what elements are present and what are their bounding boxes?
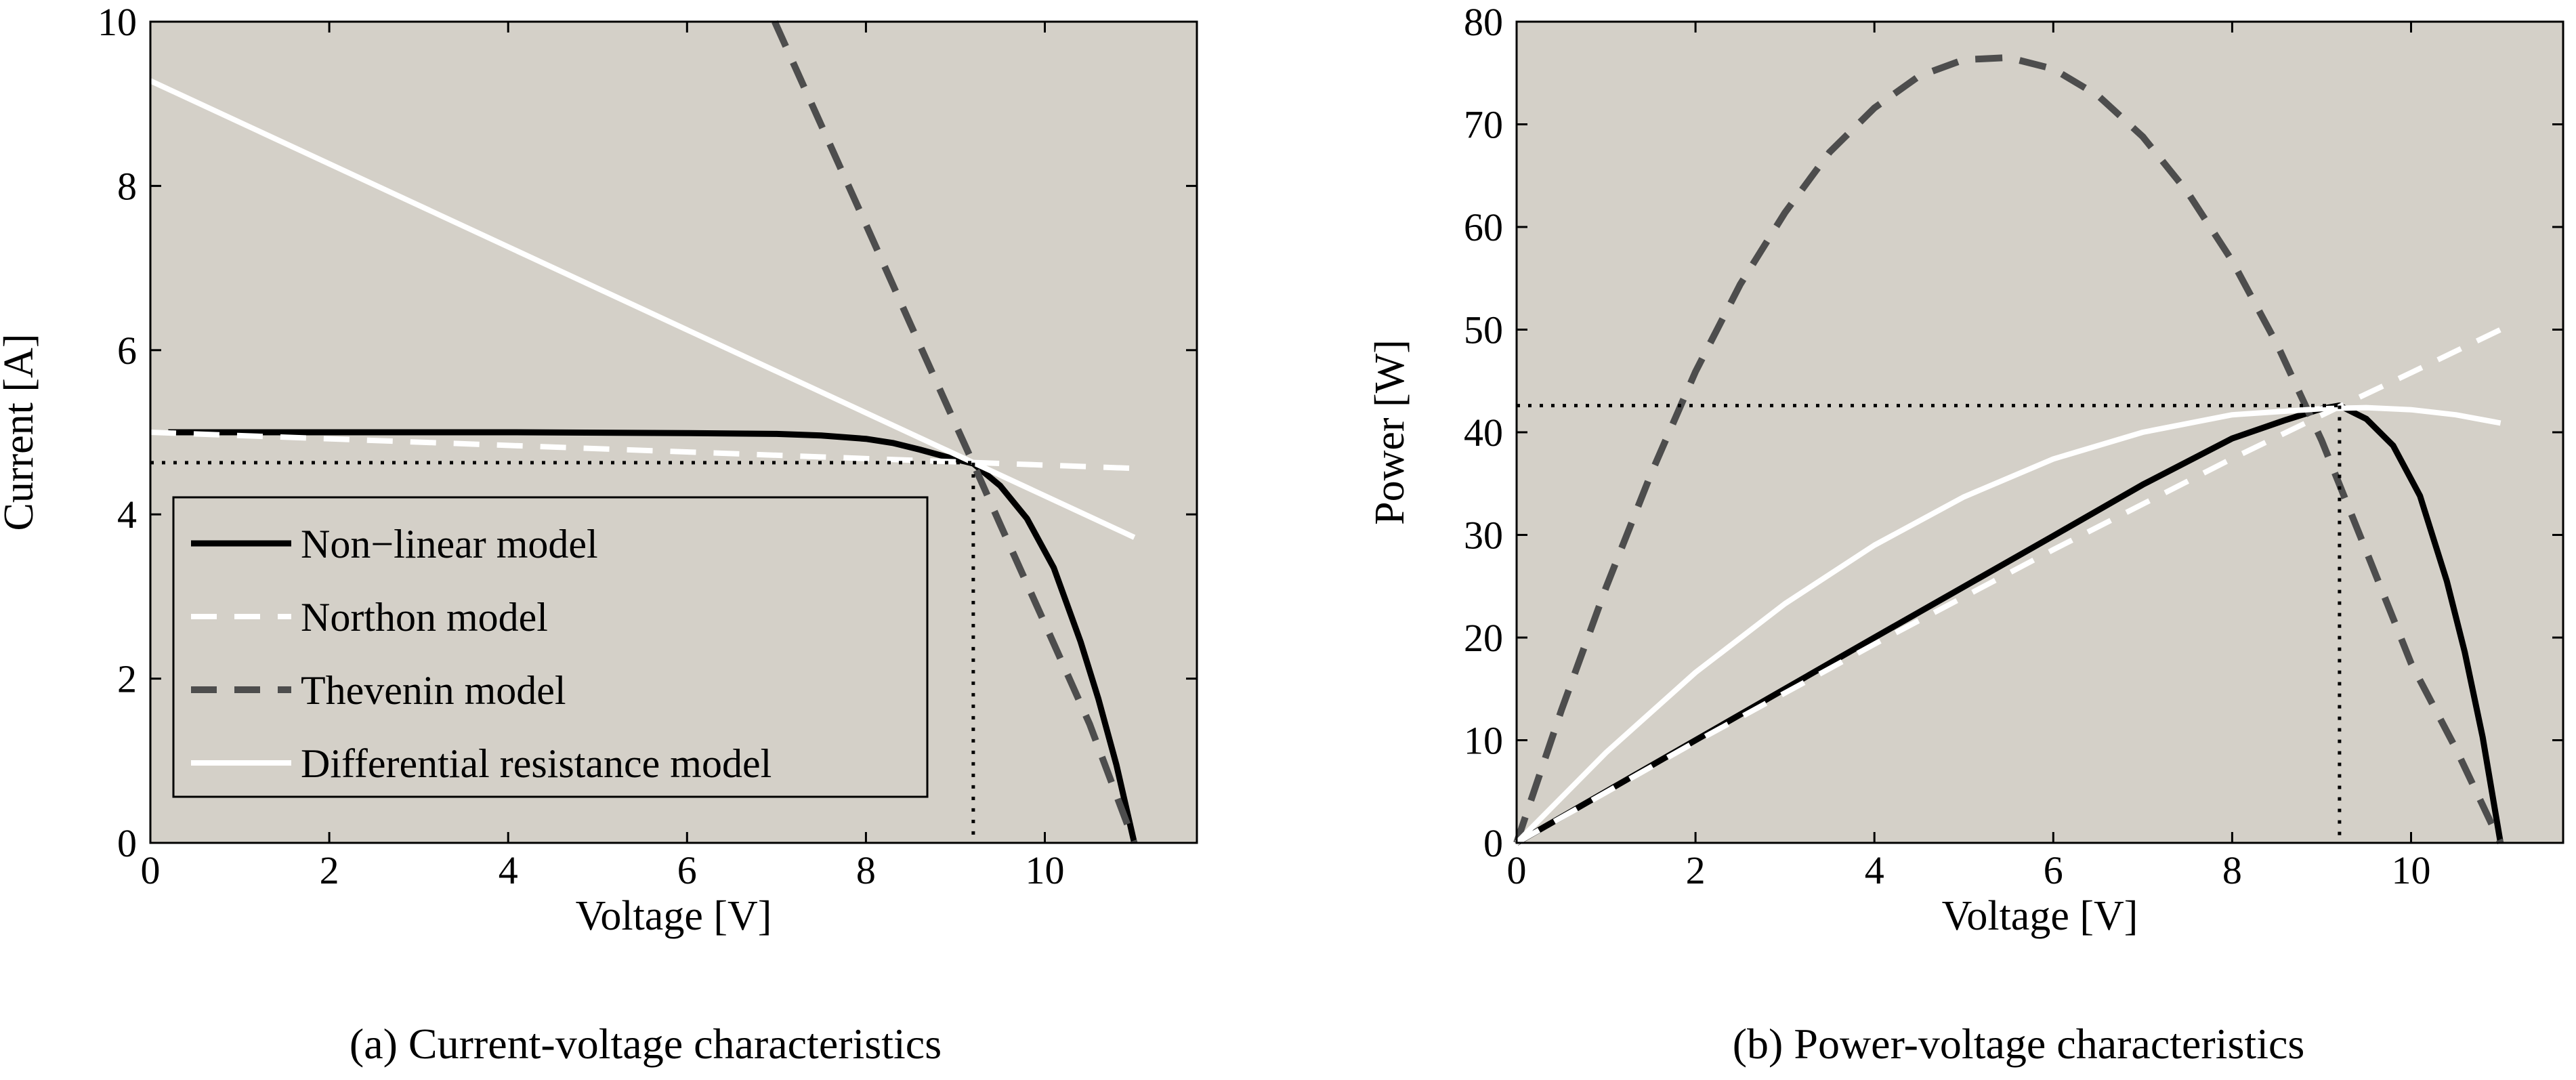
x-tick-label: 4 (499, 848, 518, 892)
ylabel-power: Power [W] (1367, 339, 1413, 525)
x-tick-label: 10 (2392, 848, 2431, 892)
x-tick-label: 8 (2222, 848, 2242, 892)
y-tick-label: 6 (117, 329, 137, 373)
x-tick-label: 2 (1686, 848, 1706, 892)
legend-box (172, 496, 929, 798)
legend-label-thevenin: Thevenin model (301, 668, 566, 713)
x-tick-label: 4 (1865, 848, 1884, 892)
y-tick-label: 2 (117, 657, 137, 701)
series-differential-line (1515, 404, 2501, 845)
y-tick-label: 20 (1464, 616, 1503, 660)
x-tick-label: 6 (2044, 848, 2063, 892)
y-tick-label: 70 (1464, 103, 1503, 147)
ylabel-current: Current [A] (0, 334, 42, 531)
series-thevenin-line (772, 20, 1138, 844)
panel-power-voltage: (b) Power-voltage characteristics 0 2 4 6 8 1… (1367, 0, 2564, 1068)
y-tick-label: 30 (1464, 514, 1503, 558)
y-tick-label: 8 (117, 164, 137, 208)
legend-label-differential: Differential resistance model (301, 741, 772, 786)
panel-current-voltage: (a) Current-voltage characteristics 0 2 4 6… (0, 0, 1198, 1068)
series-northon-line (1515, 327, 2502, 846)
y-tick-label: 10 (98, 0, 137, 44)
x-tick-label: 2 (320, 848, 339, 892)
x-tick-label: 10 (1026, 848, 1065, 892)
y-tick-label: 60 (1464, 205, 1503, 249)
x-tick-label: 8 (856, 848, 876, 892)
legend-label-nonlinear: Non−linear model (301, 522, 598, 566)
x-axis-label: Voltage [V] (1942, 893, 2138, 939)
x-tick-label: 6 (677, 848, 697, 892)
plot-area-b (1517, 22, 2563, 843)
legend-label-northon: Northon model (301, 595, 548, 640)
y-tick-label: 4 (117, 493, 137, 537)
y-tick-label: 10 (1464, 719, 1503, 763)
x-tick-label: 0 (1507, 848, 1527, 892)
axes-frame (149, 20, 1198, 844)
x-tick-label: 0 (141, 848, 161, 892)
y-tick-label: 40 (1464, 411, 1503, 455)
caption-a: (a) Current-voltage characteristics (350, 1020, 942, 1068)
y-tick-label: 80 (1464, 0, 1503, 44)
series-northon-line (150, 430, 1135, 472)
y-tick-label: 0 (1483, 821, 1503, 865)
series-nonlinear-line (168, 429, 1137, 844)
y-tick-label: 0 (117, 821, 137, 865)
caption-b: (b) Power-voltage characteristics (1733, 1020, 2305, 1068)
legend: Non−linear model Northon model Thevenin mo… (172, 496, 929, 798)
y-tick-label: 50 (1464, 308, 1503, 352)
x-axis-label: Voltage [V] (576, 893, 772, 939)
